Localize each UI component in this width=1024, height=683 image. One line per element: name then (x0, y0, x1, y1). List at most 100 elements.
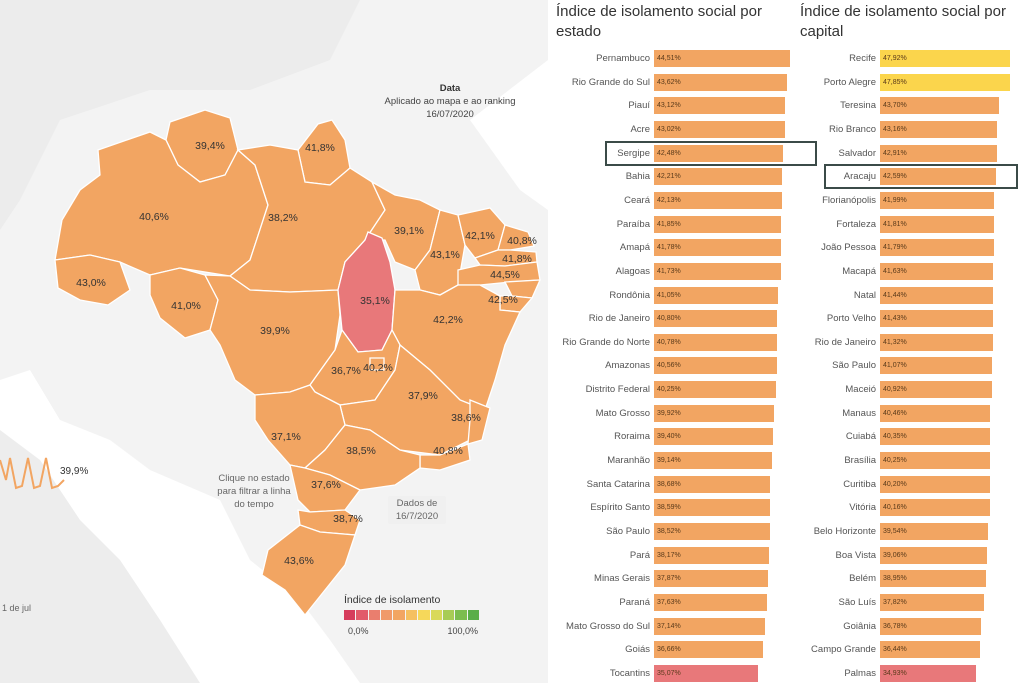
ranking-row[interactable]: Ceará 42,13% (552, 191, 796, 210)
ranking-row[interactable]: Espírito Santo 38,59% (552, 498, 796, 517)
ranking-bar[interactable]: 47,92% (880, 50, 1010, 67)
ranking-bar[interactable]: 43,70% (880, 97, 999, 115)
ranking-row[interactable]: Minas Gerais 37,87% (552, 569, 796, 588)
ranking-row[interactable]: Mato Grosso do Sul 37,14% (552, 617, 796, 636)
ranking-row[interactable]: Piauí 43,12% (552, 96, 796, 115)
ranking-bar[interactable]: 37,82% (880, 593, 984, 611)
ranking-row[interactable]: Distrito Federal 40,25% (552, 380, 796, 399)
ranking-row[interactable]: Palmas 34,93% (800, 664, 1020, 683)
ranking-bar[interactable]: 35,07% (654, 664, 758, 682)
ranking-bar[interactable]: 38,52% (654, 523, 770, 540)
ranking-bar[interactable]: 37,14% (654, 617, 766, 635)
ranking-row[interactable]: Cuiabá 40,35% (800, 427, 1020, 446)
ranking-bar[interactable]: 41,81% (880, 215, 994, 233)
ranking-row[interactable]: Pernambuco 44,51% (552, 49, 796, 68)
ranking-bar[interactable]: 38,17% (654, 546, 769, 564)
ranking-bar[interactable]: 41,63% (880, 262, 994, 280)
state-rn[interactable] (497, 224, 535, 251)
ranking-bar[interactable]: 41,32% (880, 333, 993, 351)
state-parana[interactable] (289, 464, 361, 513)
ranking-bar[interactable]: 42,21% (654, 168, 783, 186)
ranking-row[interactable]: Alagoas 41,73% (552, 262, 796, 281)
ranking-row[interactable]: São Luís 37,82% (800, 593, 1020, 612)
ranking-row[interactable]: João Pessoa 41,79% (800, 238, 1020, 257)
ranking-row[interactable]: Aracaju 42,59% (800, 167, 1020, 186)
ranking-row[interactable]: Rio Grande do Norte 40,78% (552, 333, 796, 352)
ranking-bar[interactable]: 36,78% (880, 617, 981, 635)
ranking-bar[interactable]: 41,78% (654, 239, 781, 257)
ranking-row[interactable]: Acre 43,02% (552, 120, 796, 139)
ranking-row[interactable]: Sergipe 42,48% (552, 144, 796, 163)
ranking-row[interactable]: Santa Catarina 38,68% (552, 475, 796, 494)
ranking-bar[interactable]: 40,56% (654, 357, 777, 375)
ranking-bar[interactable]: 40,35% (880, 428, 991, 446)
ranking-bar[interactable]: 34,93% (880, 664, 976, 682)
ranking-row[interactable]: Tocantins 35,07% (552, 664, 796, 683)
ranking-bar[interactable]: 39,14% (654, 452, 772, 470)
ranking-row[interactable]: Salvador 42,91% (800, 144, 1020, 163)
ranking-row[interactable]: Maranhão 39,14% (552, 451, 796, 470)
ranking-row[interactable]: Vitória 40,16% (800, 498, 1020, 517)
ranking-row[interactable]: Goiás 36,66% (552, 640, 796, 659)
ranking-bar[interactable]: 41,73% (654, 262, 781, 280)
ranking-row[interactable]: Paraná 37,63% (552, 593, 796, 612)
ranking-row[interactable]: Roraima 39,40% (552, 427, 796, 446)
date-panel[interactable]: Data Aplicado ao mapa e ao ranking 16/07… (366, 82, 534, 121)
ranking-row[interactable]: Rio de Janeiro 41,32% (800, 333, 1020, 352)
ranking-row[interactable]: Natal 41,44% (800, 286, 1020, 305)
ranking-bar[interactable]: 40,46% (880, 404, 991, 422)
ranking-row[interactable]: São Paulo 41,07% (800, 356, 1020, 375)
ranking-row[interactable]: Rio de Janeiro 40,80% (552, 309, 796, 328)
ranking-bar[interactable]: 40,20% (880, 475, 990, 493)
ranking-row[interactable]: Macapá 41,63% (800, 262, 1020, 281)
ranking-row[interactable]: Manaus 40,46% (800, 404, 1020, 423)
ranking-row[interactable]: Teresina 43,70% (800, 96, 1020, 115)
ranking-row[interactable]: Recife 47,92% (800, 49, 1020, 68)
ranking-bar[interactable]: 39,40% (654, 428, 773, 446)
ranking-row[interactable]: Amazonas 40,56% (552, 356, 796, 375)
ranking-bar[interactable]: 41,85% (654, 215, 782, 233)
ranking-bar[interactable]: 37,63% (654, 593, 767, 611)
ranking-row[interactable]: Florianópolis 41,99% (800, 191, 1020, 210)
ranking-bar[interactable]: 36,44% (880, 641, 980, 659)
state-df[interactable] (369, 357, 385, 371)
ranking-row[interactable]: Pará 38,17% (552, 546, 796, 565)
state-rio-grande-do-sul[interactable] (261, 524, 356, 617)
ranking-bar[interactable]: 38,59% (654, 499, 770, 517)
ranking-row[interactable]: Bahia 42,21% (552, 167, 796, 186)
ranking-row[interactable]: Maceió 40,92% (800, 380, 1020, 399)
ranking-row[interactable]: Rio Branco 43,16% (800, 120, 1020, 139)
ranking-bar[interactable]: 41,99% (880, 191, 995, 209)
ranking-row[interactable]: Amapá 41,78% (552, 238, 796, 257)
ranking-bar[interactable]: 38,95% (880, 570, 987, 588)
ranking-bar[interactable]: 36,66% (654, 641, 764, 659)
ranking-bar[interactable]: 43,62% (654, 73, 788, 91)
ranking-row[interactable]: Mato Grosso 39,92% (552, 404, 796, 423)
ranking-bar[interactable]: 47,85% (880, 73, 1010, 91)
ranking-bar[interactable]: 42,13% (654, 191, 782, 209)
ranking-bar[interactable]: 40,25% (880, 452, 990, 470)
ranking-bar[interactable]: 41,79% (880, 239, 994, 257)
ranking-bar[interactable]: 42,91% (880, 144, 997, 162)
ranking-bar[interactable]: 40,80% (654, 310, 778, 328)
ranking-bar[interactable]: 40,92% (880, 381, 992, 399)
ranking-bar[interactable]: 39,54% (880, 523, 988, 540)
ranking-bar[interactable]: 43,02% (654, 120, 786, 138)
ranking-bar[interactable]: 40,25% (654, 381, 776, 399)
ranking-bar[interactable]: 40,78% (654, 333, 778, 351)
ranking-bar[interactable]: 41,07% (880, 357, 992, 375)
ranking-row[interactable]: Goiânia 36,78% (800, 617, 1020, 636)
ranking-row[interactable]: Porto Alegre 47,85% (800, 73, 1020, 92)
ranking-row[interactable]: Fortaleza 41,81% (800, 215, 1020, 234)
ranking-bar[interactable]: 43,12% (654, 97, 786, 115)
ranking-bar[interactable]: 41,43% (880, 310, 993, 328)
ranking-row[interactable]: Porto Velho 41,43% (800, 309, 1020, 328)
ranking-bar[interactable]: 44,51% (654, 50, 790, 67)
ranking-row[interactable]: Belém 38,95% (800, 569, 1020, 588)
ranking-bar[interactable]: 39,06% (880, 546, 987, 564)
ranking-bar[interactable]: 40,16% (880, 499, 990, 517)
ranking-bar[interactable]: 39,92% (654, 404, 775, 422)
ranking-row[interactable]: Brasília 40,25% (800, 451, 1020, 470)
ranking-row[interactable]: Curitiba 40,20% (800, 475, 1020, 494)
ranking-row[interactable]: São Paulo 38,52% (552, 522, 796, 541)
